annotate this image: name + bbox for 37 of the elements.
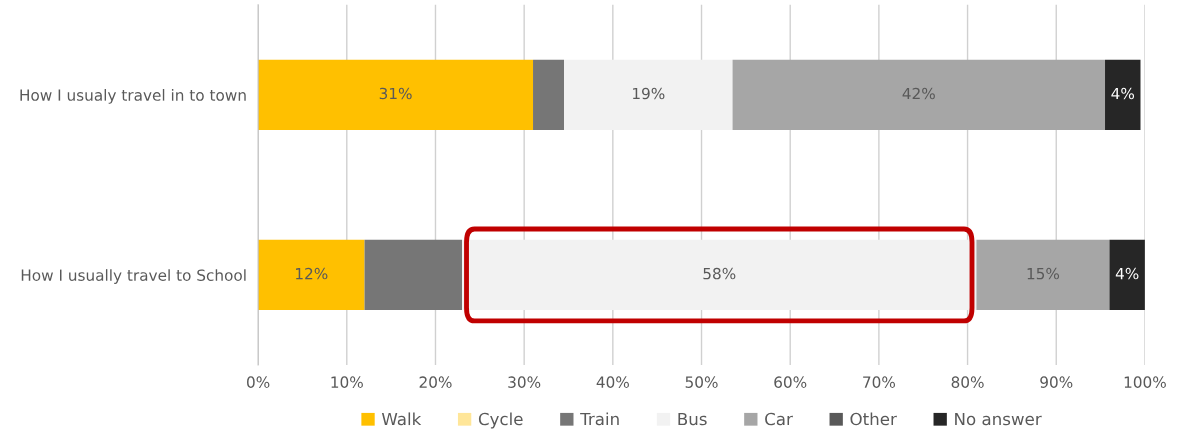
legend-label: Cycle	[478, 412, 523, 429]
x-tick-label: 50%	[685, 376, 718, 388]
data-label: 19%	[633, 87, 665, 100]
bar	[533, 59, 565, 130]
x-tick-label: 20%	[419, 376, 452, 388]
x-tick-label: 60%	[774, 376, 807, 388]
x-tick-label: 40%	[596, 376, 629, 388]
data-label: 31%	[379, 87, 412, 100]
data-label: 58%	[703, 267, 736, 280]
x-tick-label: 100%	[1124, 376, 1166, 388]
bar	[258, 59, 534, 130]
legend-label: Walk	[381, 412, 422, 426]
bar	[1109, 239, 1145, 311]
y-tick-label: How I usually travel to School	[21, 269, 246, 284]
bar	[564, 59, 733, 130]
data-label: 42%	[902, 87, 935, 100]
data-label: 15%	[1027, 267, 1060, 280]
bar	[976, 239, 1110, 311]
legend-label: Bus	[678, 412, 707, 426]
data-label: 4%	[1115, 267, 1139, 280]
legend-label: Car	[765, 412, 793, 426]
x-tick-label: 80%	[951, 376, 984, 388]
data-label: 4%	[1111, 87, 1135, 100]
legend-label: No answer	[955, 412, 1042, 426]
y-tick-label: How I usualy travel in to town	[20, 89, 246, 104]
bar	[1105, 59, 1141, 130]
data-label: 12%	[296, 267, 328, 280]
x-tick-label: 90%	[1040, 376, 1073, 388]
bar	[732, 59, 1106, 130]
x-tick-label: 10%	[331, 376, 363, 388]
legend-label: Train	[580, 412, 619, 426]
x-tick-label: 0%	[247, 376, 270, 388]
bar	[364, 239, 463, 311]
legend-label: Other	[850, 412, 897, 426]
x-tick-label: 70%	[863, 376, 896, 388]
bar	[258, 239, 365, 311]
x-tick-label: 30%	[508, 376, 541, 388]
